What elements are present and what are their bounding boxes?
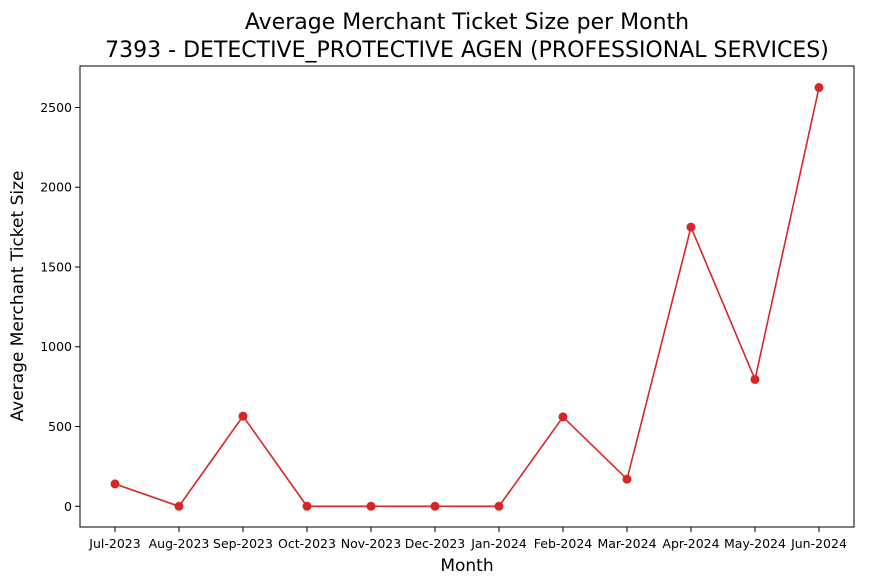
- x-tick-label: Mar-2024: [597, 536, 656, 551]
- data-point: [174, 501, 184, 511]
- x-tick-label: May-2024: [724, 536, 786, 551]
- x-tick-label: Feb-2024: [534, 536, 593, 551]
- x-tick-label: Dec-2023: [405, 536, 466, 551]
- y-tick-label: 1500: [40, 259, 72, 274]
- data-point: [814, 83, 824, 93]
- x-tick-label: Nov-2023: [341, 536, 401, 551]
- data-point: [238, 411, 248, 421]
- x-tick-label: Sep-2023: [213, 536, 273, 551]
- y-tick-label: 500: [48, 419, 72, 434]
- series-line: [114, 87, 820, 508]
- x-tick-label: Apr-2024: [662, 536, 719, 551]
- y-tick-label: 1000: [40, 339, 72, 354]
- data-point: [558, 412, 568, 422]
- x-axis-label: Month: [440, 556, 493, 576]
- y-tick-label: 2500: [40, 100, 72, 115]
- x-tick-label: Jan-2024: [470, 536, 527, 551]
- plot-frame: [79, 65, 855, 528]
- x-tick-label: Jul-2023: [88, 536, 140, 551]
- data-point: [110, 479, 120, 489]
- plot-area: 0 500 1000 1500 2000 2500 Jul-2023 Aug-2023 Sep-…: [40, 65, 855, 551]
- data-point: [750, 374, 760, 384]
- y-tick-label: 0: [64, 499, 72, 514]
- data-point: [622, 474, 632, 484]
- data-point: [366, 501, 376, 511]
- chart-subtitle: 7393 - DETECTIVE_PROTECTIVE AGEN (PROFES…: [105, 38, 829, 63]
- y-tick-label: 2000: [40, 180, 72, 195]
- x-tick-label: Aug-2023: [149, 536, 210, 551]
- data-point: [302, 501, 312, 511]
- data-point: [430, 501, 440, 511]
- data-point: [686, 222, 696, 232]
- y-axis-label: Average Merchant Ticket Size: [8, 171, 28, 422]
- x-tick-label: Jun-2024: [790, 536, 847, 551]
- chart-title: Average Merchant Ticket Size per Month: [245, 10, 689, 35]
- x-tick-label: Oct-2023: [278, 536, 336, 551]
- data-point: [494, 501, 504, 511]
